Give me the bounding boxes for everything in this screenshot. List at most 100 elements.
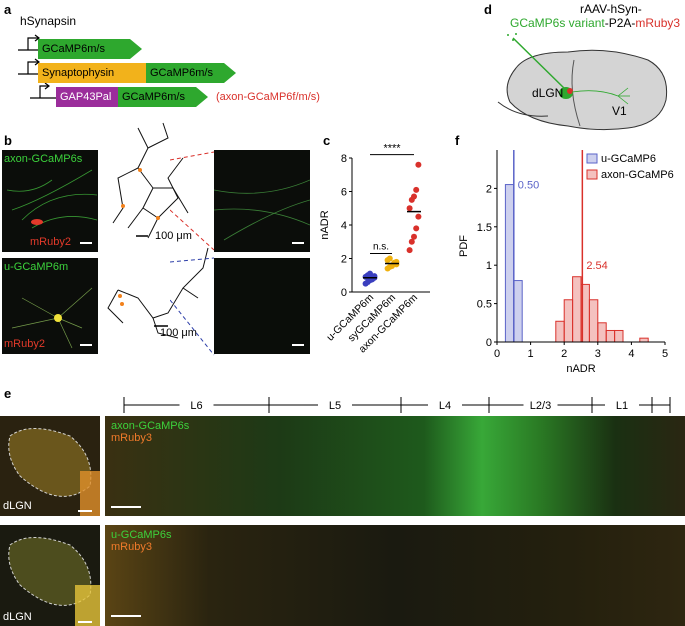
scale-label-bottom: 100 μm [160,327,197,339]
v1-label: V1 [612,104,627,118]
scale-bar [80,344,92,346]
cortex-axon-image: axon-GCaMP6s mRuby3 [105,416,685,516]
layer-label-bg [605,397,639,411]
zoom-lines [170,151,215,356]
panel-a-label: a [4,2,12,17]
y-axis-label: nADR [319,210,331,239]
y-tick-label: 6 [341,187,347,199]
construct2-gcamp: GCaMP6m/s [146,63,224,83]
panel-b-label: b [4,133,12,148]
construct1-arrow [130,39,142,59]
top-green-label: axon-GCaMP6s [4,153,83,165]
scale-bar [111,615,141,617]
y-axis-label: PDF [458,235,470,257]
data-point [411,193,417,200]
bottom-red-label: mRuby3 [111,541,152,553]
histogram-bar [572,276,582,343]
histogram-bar [513,280,523,343]
data-point [408,238,415,245]
layer-label-bg [428,397,462,411]
data-point [411,233,417,240]
construct1-gcamp: GCaMP6m/s [38,39,130,59]
ns-label: n.s. [373,241,389,252]
bottom-green-label: u-GCaMP6m [4,261,69,273]
histogram-bar [639,337,649,343]
data-point [415,161,422,168]
y-tick-label: 2 [341,254,347,266]
micrograph-u-zoom [214,258,310,354]
layer-label: L5 [329,400,341,412]
data-point [413,186,420,193]
legend-label: axon-GCaMP6 [601,169,674,181]
y-tick-label: 1 [486,260,492,272]
data-point [393,261,400,268]
bottom-green-label: u-GCaMP6s [111,529,172,541]
micrograph-axon-zoom [214,150,310,252]
construct3-gcamp: GCaMP6m/s [118,87,196,107]
y-tick-label: 1.5 [477,222,492,234]
y-tick-label: 2 [486,183,492,195]
virus-p2a: -P2A- [604,16,636,30]
construct2-arrow [224,63,236,83]
data-point [406,205,413,212]
y-tick-label: 0 [341,287,347,299]
scale-bar [292,242,304,244]
data-point [415,213,422,220]
construct3-arrow [196,87,208,107]
scale-bar [111,506,141,508]
scale-bar [78,510,92,512]
data-point [367,270,373,277]
layer-label: L1 [616,400,628,412]
x-tick-label: 1 [528,348,534,360]
bottom-red-label: mRuby2 [4,338,45,350]
dlgn-bottom-label: dLGN [3,611,32,623]
median-label: 0.50 [518,180,539,192]
y-tick-label: 8 [341,153,347,165]
layer-label: L2/3 [530,400,551,412]
top-red-label: mRuby3 [111,432,152,444]
micrograph-axon-gcamp6s: axon-GCaMP6s mRuby2 [2,150,98,252]
legend-swatch [586,153,598,164]
promoter-label: hSynapsin [20,14,77,28]
top-green-label: axon-GCaMP6s [111,420,190,432]
virus-gcamp: GCaMP6s variant [510,16,605,30]
x-axis-label: nADR [566,363,595,375]
panel-d-label: d [484,2,492,17]
legend-swatch [586,169,598,180]
neuron-reconstructions [107,122,209,339]
dlgn-image-bottom: dLGN [0,525,100,626]
y-tick-label: 4 [341,220,347,232]
brain-schematic [497,33,668,131]
panel-c-label: c [323,133,331,148]
virus-title-line1: rAAV-hSyn- [580,2,642,16]
layer-label-bg [523,397,558,411]
micrograph-u-gcamp6m: u-GCaMP6m mRuby2 [2,258,98,354]
layer-label: L4 [439,400,451,412]
histogram-bar [605,329,616,343]
legend-label: u-GCaMP6 [601,153,656,165]
y-tick-label: 0.5 [477,299,492,311]
top-red-label: mRuby2 [30,236,71,248]
cortical-layer-axis: L6 L5 L4 L2/3 L1 [123,397,671,413]
histogram-bar [597,322,607,343]
scale-bar [80,242,92,244]
virus-title-line2: GCaMP6s variant-P2A-mRuby3 [510,16,680,30]
x-tick-label: 0 [494,348,500,360]
dlgn-image-top: dLGN [0,416,100,516]
histogram-bar [504,184,515,343]
data-point [386,255,393,262]
histogram-bar [555,320,565,343]
sig-label: **** [383,143,401,155]
construct3-note: (axon-GCaMP6f/m/s) [216,91,320,103]
construct3-gap43pal: GAP43Pal [56,87,118,107]
scale-bar [78,621,92,623]
data-point [406,247,413,254]
layer-label: L6 [190,400,202,412]
panel-f-label: f [455,133,460,148]
histogram-bar [614,329,624,343]
dlgn-label: dLGN [532,86,564,100]
layer-label-bg [179,397,214,411]
x-tick-label: 4 [628,348,634,360]
nadr-scatter-chart: 02468nADRu-GCaMP6msyGCaMP6maxon-GCaMP6mn… [319,143,430,355]
cortex-u-image: u-GCaMP6s mRuby3 [105,525,685,626]
